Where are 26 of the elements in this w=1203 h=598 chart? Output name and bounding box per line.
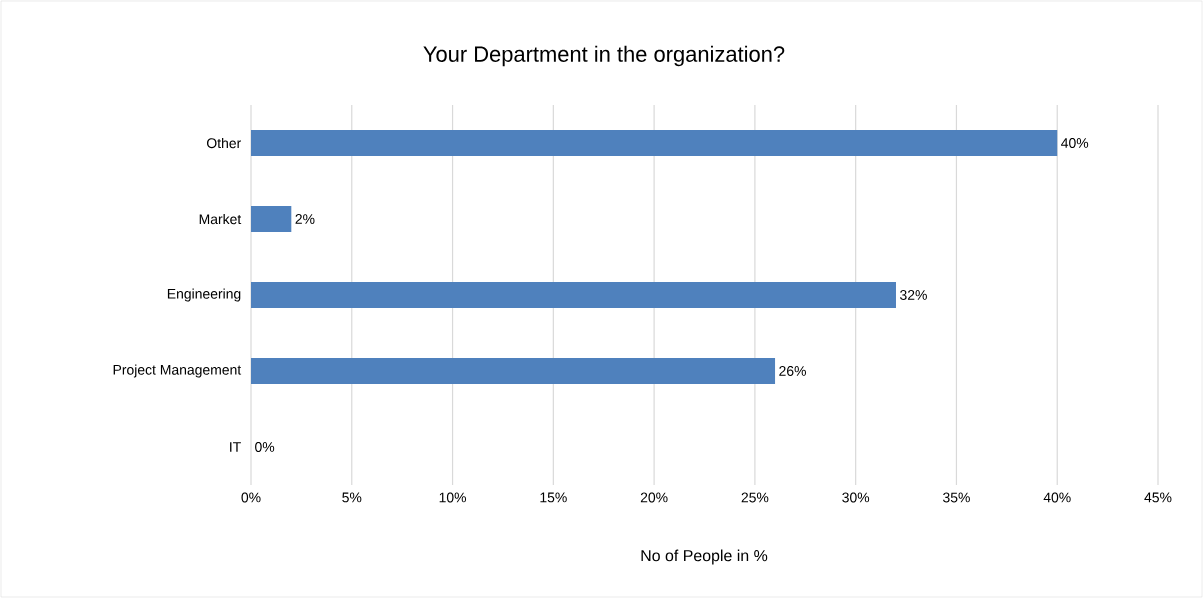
y-tick-label: IT [230, 442, 241, 452]
bar [251, 206, 292, 232]
x-tick-label: 20% [640, 492, 668, 503]
y-tick-label: Project Management [113, 364, 242, 378]
bar [251, 282, 896, 308]
x-axis-title: No of People in % [641, 549, 768, 565]
x-tick-label: 45% [1144, 492, 1172, 503]
data-label: 0% [255, 442, 275, 452]
x-tick-label: 30% [842, 492, 870, 503]
x-tick-label: 0% [241, 492, 261, 503]
y-tick-label: Engineering [167, 288, 241, 302]
chart-title: Your Department in the organization? [423, 45, 785, 67]
x-tick-label: 5% [342, 492, 362, 503]
x-tick-label: 10% [439, 492, 467, 503]
data-label: 26% [779, 366, 806, 376]
bar [251, 358, 776, 384]
x-tick-label: 35% [943, 492, 970, 503]
data-label: 32% [900, 290, 927, 300]
x-tick-label: 15% [540, 492, 567, 503]
x-tick-label: 40% [1043, 492, 1071, 503]
x-tick-label: 25% [741, 492, 769, 503]
data-label: 2% [295, 214, 315, 224]
bar [251, 130, 1058, 156]
data-label: 40% [1061, 138, 1089, 148]
y-tick-label: Market [199, 213, 242, 225]
y-tick-label: Other [207, 137, 242, 149]
